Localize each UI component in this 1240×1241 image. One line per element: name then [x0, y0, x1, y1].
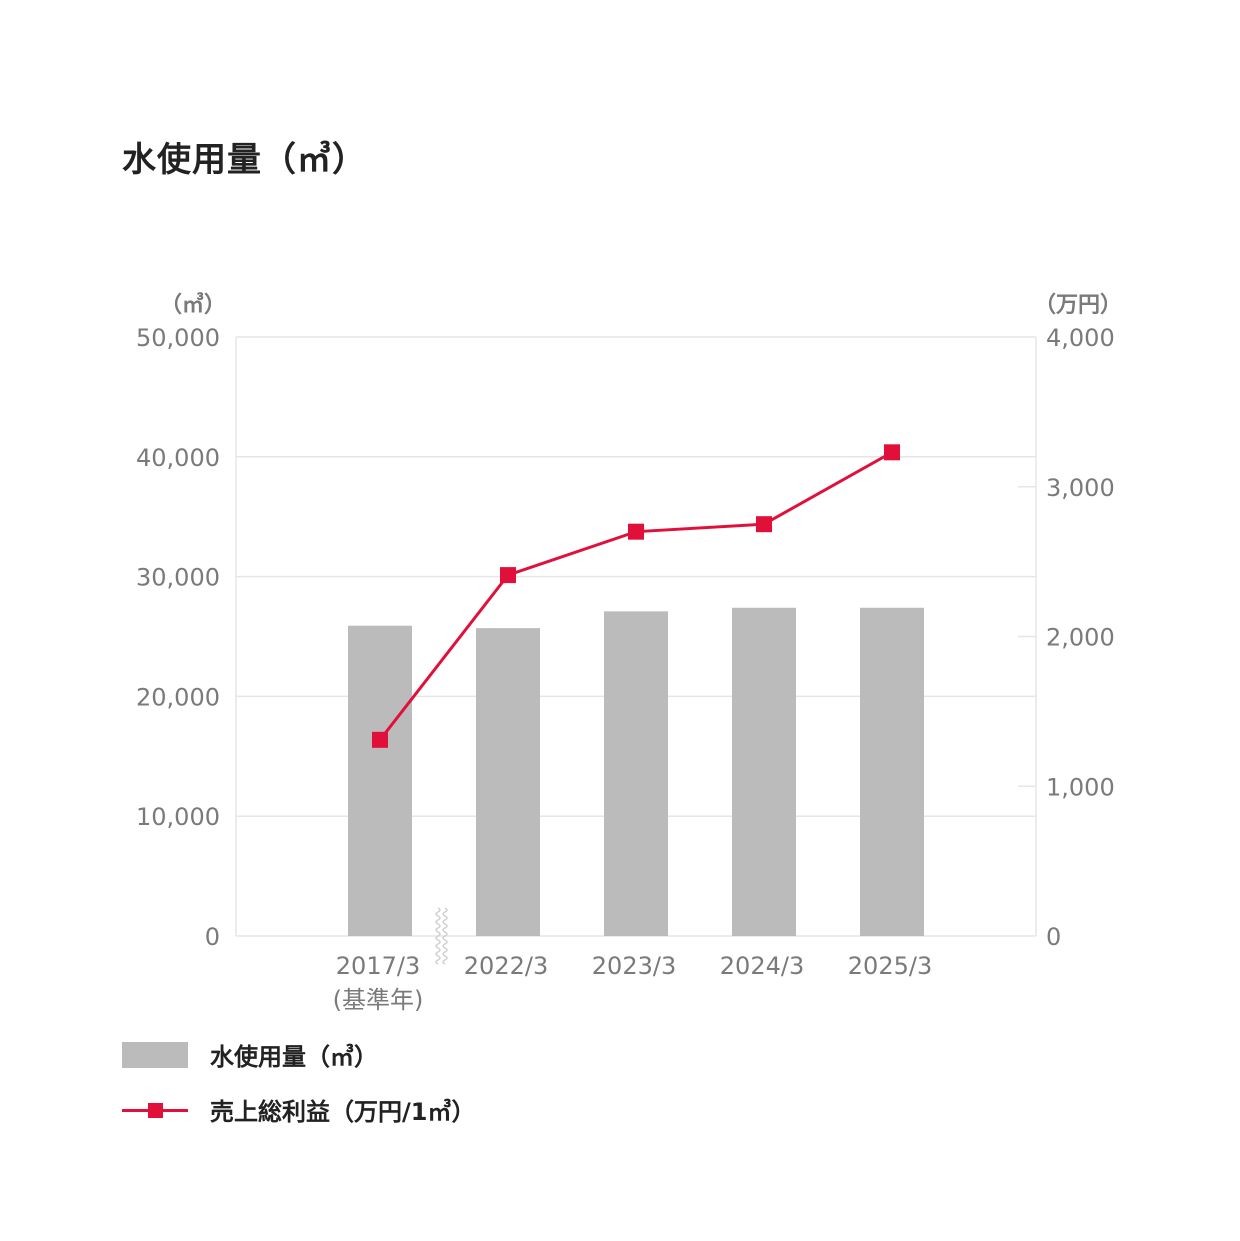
y-left-tick-label: 10,000 — [136, 803, 220, 831]
legend-swatch-bar — [122, 1041, 188, 1068]
x-tick-label: 2017/3 — [336, 952, 420, 980]
line-point — [628, 523, 644, 540]
bar — [732, 607, 796, 936]
y-right-tick-label: 1,000 — [1046, 773, 1115, 801]
y-left-tick-label: 50,000 — [136, 324, 220, 352]
legend-swatch-line — [122, 1097, 188, 1123]
line-point — [756, 516, 772, 533]
y-left-tick-label: 20,000 — [136, 683, 220, 711]
x-tick-label: 2024/3 — [720, 952, 804, 980]
y-left-tick-label: 30,000 — [136, 564, 220, 592]
x-tick-label: 2025/3 — [848, 952, 932, 980]
y-right-tick-label: 0 — [1046, 923, 1061, 951]
y-right-tick-label: 3,000 — [1046, 474, 1115, 502]
x-tick-label: (基準年) — [333, 986, 424, 1014]
bar — [604, 611, 668, 936]
y-right-tick-label: 4,000 — [1046, 324, 1115, 352]
page-title: 水使用量（㎥） — [122, 140, 367, 180]
line-point — [372, 731, 388, 748]
line-point — [500, 567, 516, 584]
y-right-unit-label: （万円） — [1034, 293, 1122, 318]
legend-item-gross-profit: 売上総利益（万円/1㎥） — [122, 1092, 475, 1127]
bars-layer — [348, 607, 924, 936]
y-left-unit-label: （㎥） — [160, 292, 226, 318]
axis-break-mark — [435, 907, 441, 965]
bar — [348, 625, 412, 936]
y-left-tick-label: 40,000 — [136, 444, 220, 472]
x-tick-label: 2023/3 — [592, 952, 676, 980]
line-layer — [372, 444, 900, 748]
legend-label-gross-profit: 売上総利益（万円/1㎥） — [210, 1098, 476, 1126]
y-left-tick-label: 0 — [205, 923, 220, 951]
bar — [476, 628, 540, 936]
legend-label-water-usage: 水使用量（㎥） — [210, 1043, 378, 1071]
line-point — [884, 444, 900, 461]
x-tick-label: 2022/3 — [464, 952, 548, 980]
legend-item-water-usage: 水使用量（㎥） — [122, 1037, 378, 1072]
axis-layer: 0 10,000 20,000 30,000 40,000 50,000 0 1,000 2,0… — [136, 292, 1122, 1014]
axis-break-mark — [442, 907, 448, 965]
bar — [860, 607, 924, 936]
y-right-tick-label: 2,000 — [1046, 624, 1115, 652]
